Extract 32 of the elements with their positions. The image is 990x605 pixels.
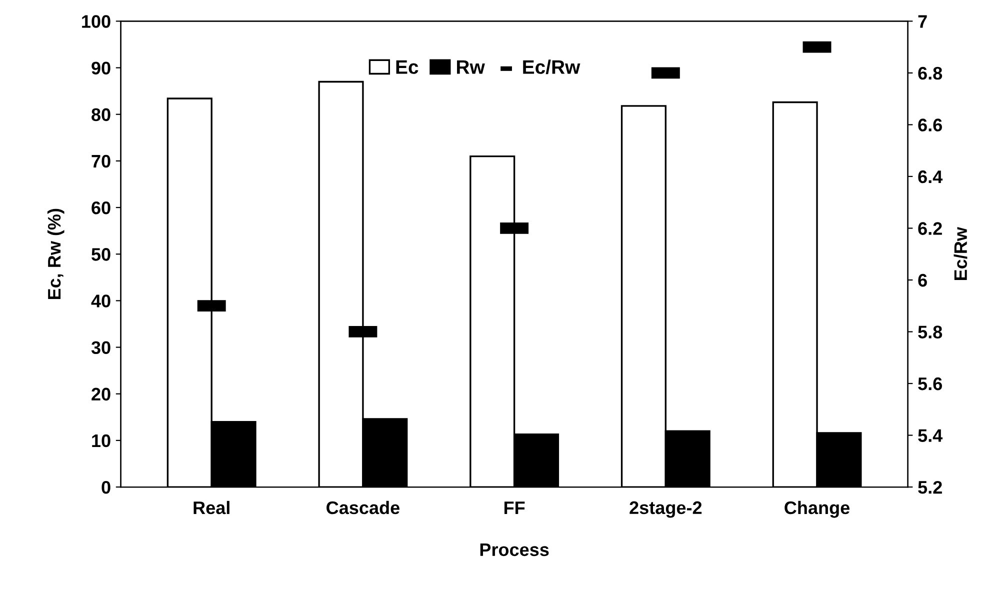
- x-axis-title: Process: [480, 543, 549, 556]
- legend-label: Ec/Rw: [523, 60, 580, 74]
- y-tick-label: 80: [92, 108, 110, 122]
- x-tick-label: FF: [504, 502, 525, 514]
- y-axis-title: Ec, Rw (%): [47, 208, 64, 300]
- y-tick-label: 30: [91, 341, 110, 354]
- y2-tick-label: 5.2: [918, 480, 942, 494]
- x-tick-label: Real: [194, 500, 230, 514]
- y2-tick-label: 5.4: [918, 429, 943, 442]
- y2-tick-label: 5.6: [918, 377, 942, 390]
- y2-tick-label: 6.2: [918, 222, 942, 235]
- x-tick-label: Change: [784, 500, 850, 518]
- y-tick-label: 50: [92, 248, 110, 261]
- y2-tick-label: 7: [918, 15, 927, 28]
- y-tick-label: 90: [92, 62, 110, 74]
- y2-tick-label: 6.4: [918, 170, 943, 184]
- y2-tick-label: 6: [918, 274, 927, 287]
- y2-axis-title: Ec/Rw: [954, 226, 968, 280]
- y-tick-label: 40: [91, 294, 110, 308]
- y2-tick-label: 6.6: [918, 118, 942, 132]
- x-tick-label: 2stage-2: [630, 501, 702, 518]
- y-tick-label: 100: [82, 15, 110, 28]
- x-tick-label: Cascade: [326, 500, 400, 514]
- y-tick-label: 0: [102, 480, 110, 494]
- y2-tick-label: 6.8: [918, 66, 942, 80]
- legend-label: Ec: [396, 60, 418, 74]
- y2-tick-label: 5.8: [918, 326, 942, 338]
- y-tick-label: 60: [92, 201, 110, 214]
- y-tick-label: 70: [92, 154, 110, 168]
- y-tick-label: 20: [92, 388, 110, 401]
- y-tick-label: 10: [92, 434, 110, 448]
- legend-label: Rw: [457, 60, 485, 74]
